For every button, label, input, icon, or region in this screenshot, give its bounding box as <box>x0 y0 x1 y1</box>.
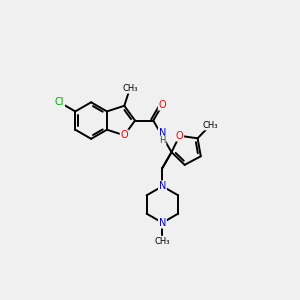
Text: N: N <box>159 128 166 138</box>
Text: O: O <box>159 100 166 110</box>
Text: Cl: Cl <box>55 97 64 107</box>
Text: H: H <box>159 136 166 145</box>
Text: O: O <box>121 130 128 140</box>
Text: CH₃: CH₃ <box>122 84 138 93</box>
Text: CH₃: CH₃ <box>202 121 218 130</box>
Text: O: O <box>176 131 183 141</box>
Text: CH₃: CH₃ <box>154 236 170 245</box>
Text: N: N <box>159 218 166 228</box>
Text: N: N <box>159 181 166 191</box>
